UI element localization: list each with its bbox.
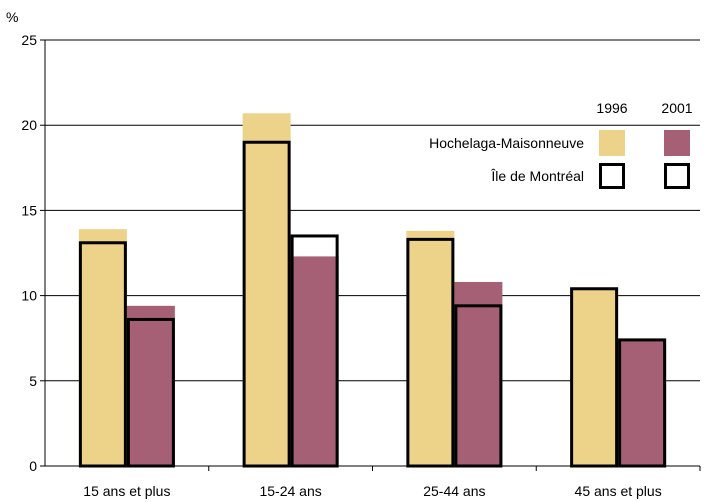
bar-1996-2 [406, 230, 455, 466]
y-tick-label-15: 15 [21, 202, 37, 218]
y-tick-label-25: 25 [21, 32, 37, 48]
y-tick-label-20: 20 [21, 117, 37, 133]
bar-2001-2 [454, 281, 503, 466]
category-label-1: 15-24 ans [259, 483, 321, 499]
y-axis-unit-label: % [6, 9, 18, 25]
legend: 1996 2001 Hochelaga-Maisonneuve Île de Mont… [429, 100, 693, 189]
legend-year-1996: 1996 [596, 100, 627, 116]
legend-year-2001: 2001 [661, 100, 692, 116]
axes [40, 39, 701, 471]
category-labels: 15 ans et plus 15-24 ans 25-44 ans 45 ans e… [83, 483, 661, 499]
legend-label-0: Hochelaga-Maisonneuve [429, 135, 584, 151]
legend-swatch-filled-1996 [599, 130, 625, 156]
y-tick-label-5: 5 [29, 373, 37, 389]
bar-1996-3 [570, 287, 619, 466]
bar-1996-1 [242, 113, 291, 466]
bar-2001-3 [618, 339, 667, 466]
bar-1996-0 [78, 229, 127, 466]
y-tick-labels: 0 5 10 15 20 25 [21, 32, 37, 474]
y-tick-label-10: 10 [21, 288, 37, 304]
bar-2001-1 [290, 256, 339, 466]
legend-swatch-outline-2001 [664, 163, 690, 189]
bars [78, 113, 667, 466]
legend-label-1: Île de Montréal [490, 168, 584, 184]
y-tick-label-0: 0 [29, 458, 37, 474]
bar-2001-0 [126, 305, 175, 466]
legend-swatch-outline-1996 [599, 163, 625, 189]
legend-swatch-filled-2001 [664, 130, 690, 156]
category-label-3: 45 ans et plus [575, 483, 662, 499]
category-label-0: 15 ans et plus [83, 483, 170, 499]
category-label-2: 25-44 ans [423, 483, 485, 499]
